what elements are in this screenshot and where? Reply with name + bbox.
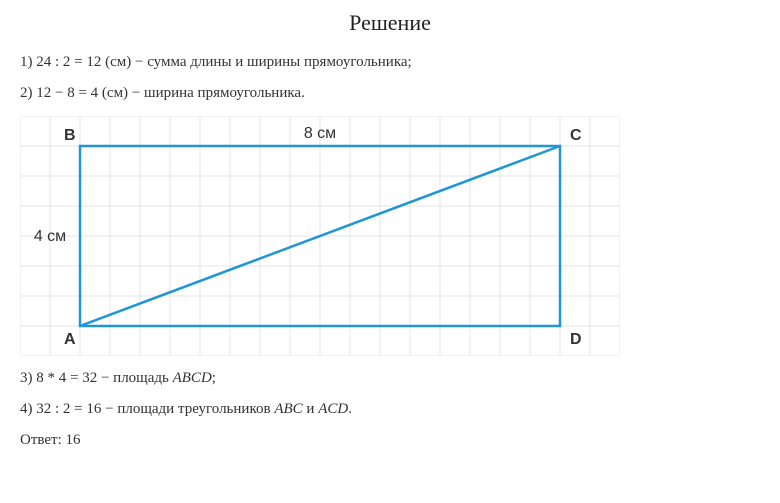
svg-text:8 см: 8 см (304, 125, 336, 142)
svg-text:D: D (570, 331, 582, 348)
diagram-container: A B C D 8 см 4 см (20, 116, 760, 356)
step3-suffix: ; (212, 370, 216, 386)
svg-text:4 см: 4 см (34, 228, 66, 245)
step4-var2: ACD (318, 401, 348, 417)
step4-var1: ABC (274, 401, 302, 417)
svg-text:A: A (64, 331, 76, 348)
svg-text:B: B (64, 127, 76, 144)
solution-step-3: 3) 8 * 4 = 32 − площадь ABCD; (20, 370, 760, 387)
step3-prefix: 3) 8 * 4 = 32 − площадь (20, 370, 173, 386)
step4-mid: и (303, 401, 319, 417)
solution-step-1: 1) 24 : 2 = 12 (см) − сумма длины и шири… (20, 54, 760, 71)
answer-line: Ответ: 16 (20, 432, 760, 449)
rectangle-diagram: A B C D 8 см 4 см (20, 116, 620, 356)
step3-var: ABCD (173, 370, 212, 386)
page-title: Решение (20, 10, 760, 36)
solution-step-2: 2) 12 − 8 = 4 (см) − ширина прямоугольни… (20, 85, 760, 102)
step4-suffix: . (348, 401, 352, 417)
step4-prefix: 4) 32 : 2 = 16 − площади треугольников (20, 401, 274, 417)
solution-step-4: 4) 32 : 2 = 16 − площади треугольников A… (20, 401, 760, 418)
svg-text:C: C (570, 127, 582, 144)
